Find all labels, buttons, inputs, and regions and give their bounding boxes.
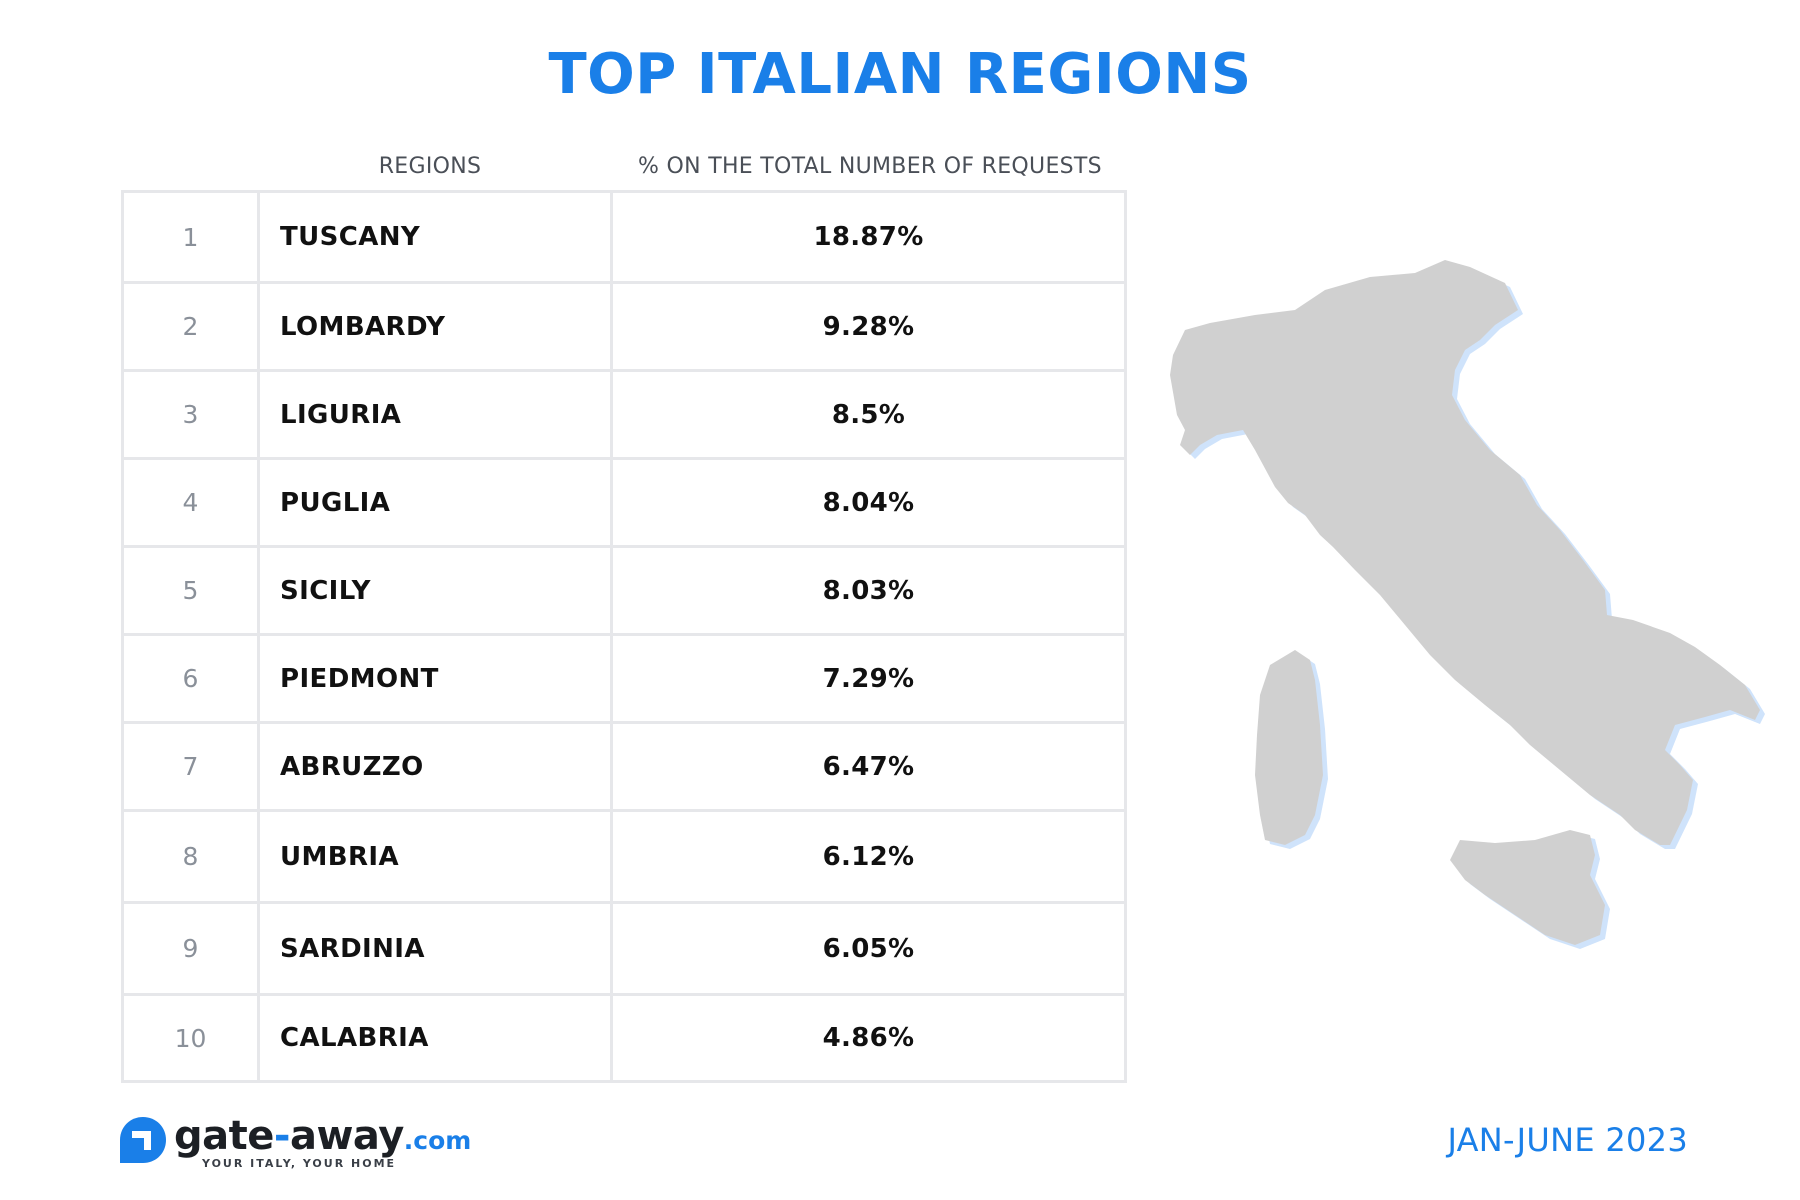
- region-name-cell: TUSCANY: [260, 193, 613, 281]
- logo-name-part1: gate: [174, 1113, 274, 1159]
- logo-wordmark: gate-away.com: [174, 1113, 471, 1159]
- percentage-cell: 6.12%: [822, 841, 915, 872]
- logo-tagline: YOUR ITALY, YOUR HOME: [202, 1157, 397, 1170]
- rank-cell: 5: [124, 548, 260, 633]
- percentage-cell: 7.29%: [822, 663, 915, 694]
- rank-cell: 2: [124, 284, 260, 369]
- table-row: 1 TUSCANY 18.87%: [124, 193, 1124, 281]
- period-label: JAN-JUNE 2023: [1447, 1121, 1688, 1159]
- table-row: 8 UMBRIA 6.12%: [124, 809, 1124, 901]
- page-title: TOP ITALIAN REGIONS: [548, 42, 1252, 107]
- percentage-cell: 6.47%: [822, 751, 915, 782]
- rank-cell: 9: [124, 904, 260, 993]
- percentage-cell: 4.86%: [822, 1023, 915, 1053]
- logo-name-part2: away: [289, 1113, 404, 1159]
- region-name-cell: PUGLIA: [260, 460, 613, 545]
- percentage-cell: 8.03%: [822, 575, 915, 606]
- percentage-cell: 9.28%: [822, 311, 915, 342]
- region-name-cell: PIEDMONT: [260, 636, 613, 721]
- column-header-percentage: % ON THE TOTAL NUMBER OF REQUESTS: [638, 154, 1102, 179]
- gate-away-logo: gate-away.com YOUR ITALY, YOUR HOME: [118, 1113, 478, 1171]
- table-row: 7 ABRUZZO 6.47%: [124, 721, 1124, 809]
- region-name-cell: SICILY: [260, 548, 613, 633]
- percentage-cell: 18.87%: [813, 222, 924, 252]
- table-row: 5 SICILY 8.03%: [124, 545, 1124, 633]
- logo-domain: .com: [403, 1126, 472, 1155]
- percentage-cell: 6.05%: [822, 933, 915, 964]
- percentage-cell: 8.04%: [822, 487, 915, 518]
- rank-cell: 8: [124, 812, 260, 901]
- region-name-cell: SARDINIA: [260, 904, 613, 993]
- table-row: 10 CALABRIA 4.86%: [124, 993, 1124, 1080]
- region-name-cell: ABRUZZO: [260, 724, 613, 809]
- table-row: 6 PIEDMONT 7.29%: [124, 633, 1124, 721]
- region-name-cell: UMBRIA: [260, 812, 613, 901]
- table-row: 4 PUGLIA 8.04%: [124, 457, 1124, 545]
- rank-cell: 1: [124, 193, 260, 281]
- rank-cell: 7: [124, 724, 260, 809]
- logo-name-hyphen: -: [273, 1113, 291, 1159]
- region-name-cell: CALABRIA: [260, 996, 613, 1080]
- rank-cell: 4: [124, 460, 260, 545]
- gate-away-logo-icon: [120, 1117, 166, 1163]
- table-row: 3 LIGURIA 8.5%: [124, 369, 1124, 457]
- table-row: 9 SARDINIA 6.05%: [124, 901, 1124, 993]
- percentage-cell: 8.5%: [831, 399, 906, 430]
- italy-map-icon: [1165, 255, 1780, 960]
- regions-table: 1 TUSCANY 18.87% 2 LOMBARDY 9.28% 3 LIGURIA 8.5%…: [121, 190, 1127, 1083]
- column-header-regions: REGIONS: [378, 154, 482, 179]
- rank-cell: 3: [124, 372, 260, 457]
- table-row: 2 LOMBARDY 9.28%: [124, 281, 1124, 369]
- region-name-cell: LOMBARDY: [260, 284, 613, 369]
- region-name-cell: LIGURIA: [260, 372, 613, 457]
- rank-cell: 6: [124, 636, 260, 721]
- rank-cell: 10: [124, 996, 260, 1080]
